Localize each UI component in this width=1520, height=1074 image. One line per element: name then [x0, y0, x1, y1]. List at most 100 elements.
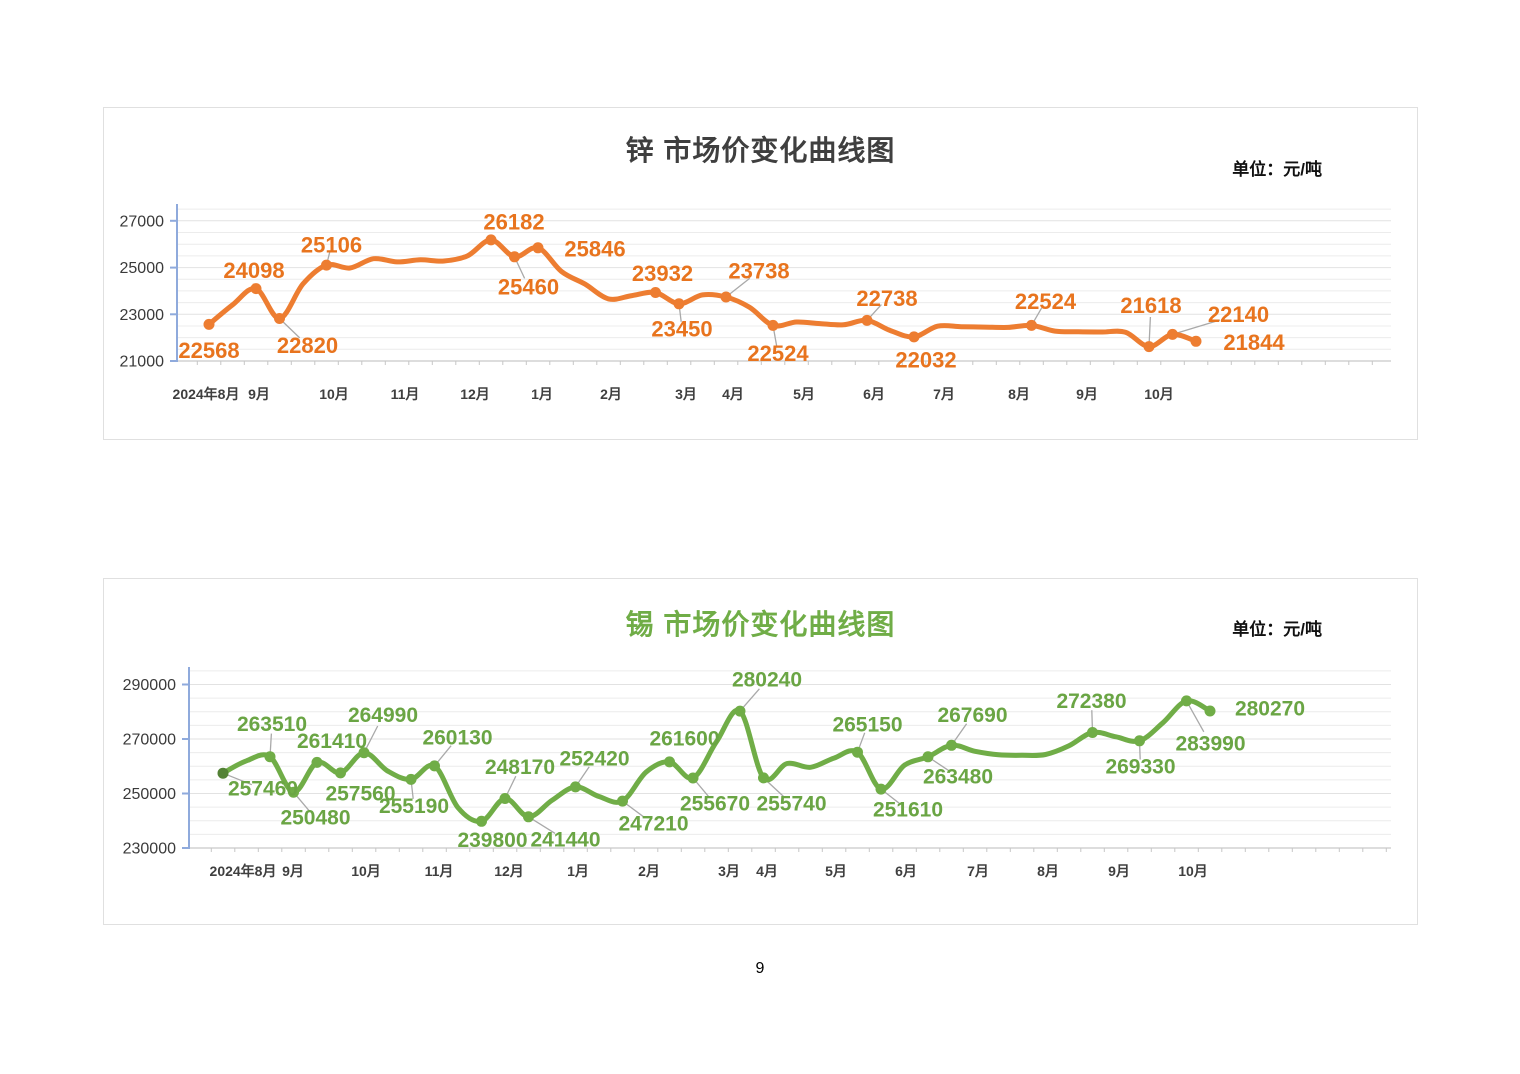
data-point-marker — [509, 251, 520, 263]
tin-line-chart: 290000 270000 250000 230000 2024年8月 9月 10月 11月 1… — [123, 667, 1391, 879]
data-point-label: 25846 — [564, 236, 625, 261]
data-point-marker — [650, 287, 661, 298]
zinc-line-chart: 27000 25000 23000 21000 2024年8月 9月 10月 11月 12月 1月… — [120, 204, 1391, 402]
data-point-marker — [1204, 705, 1216, 717]
data-point-marker — [1087, 727, 1098, 738]
label-leader-line — [1172, 319, 1221, 336]
data-point-label: 260130 — [422, 726, 492, 749]
x-axis-month-label: 1月 — [531, 386, 553, 402]
data-point-label: 23738 — [728, 259, 789, 284]
data-point-label: 265150 — [832, 714, 902, 737]
x-axis-month-label: 10月 — [1178, 863, 1208, 879]
zinc-unit-label: 单位：元/吨 — [1232, 160, 1322, 179]
data-point-label: 255670 — [680, 793, 750, 816]
data-point-marker — [852, 746, 863, 758]
x-axis-month-label: 9月 — [248, 386, 270, 402]
data-point-label: 22032 — [895, 347, 956, 372]
x-axis-month-label: 4月 — [756, 863, 778, 879]
x-axis-month-label: 2024年8月 — [210, 863, 277, 879]
data-point-label: 255740 — [756, 792, 826, 815]
data-point-marker — [203, 318, 215, 330]
data-point-label: 26182 — [483, 209, 544, 234]
data-point-marker — [1143, 341, 1155, 353]
price-series-line — [220, 698, 1213, 825]
x-axis-month-label: 9月 — [1076, 386, 1098, 402]
x-axis-month-label: 9月 — [1108, 863, 1130, 879]
data-point-marker — [720, 291, 732, 303]
data-point-marker — [321, 259, 332, 271]
data-point-label: 248170 — [485, 756, 555, 779]
data-point-label: 23932 — [632, 261, 693, 286]
x-axis-month-label: 5月 — [825, 863, 847, 879]
label-leader-line — [1185, 700, 1205, 733]
data-point-marker — [687, 772, 699, 784]
data-point-marker — [758, 772, 769, 784]
data-point-marker — [485, 234, 497, 246]
data-point-label: 22524 — [747, 341, 809, 366]
data-point-marker — [358, 747, 370, 759]
zinc-chart-title: 锌 市场价变化曲线图 — [625, 135, 896, 166]
y-axis-label: 23000 — [120, 307, 165, 324]
data-point-marker — [1026, 319, 1037, 331]
y-axis-label: 230000 — [123, 841, 176, 858]
data-point-label: 24098 — [223, 258, 284, 283]
data-point-label: 252420 — [559, 747, 629, 770]
y-axis-label: 25000 — [120, 260, 165, 277]
data-point-marker — [1134, 735, 1145, 747]
x-axis-month-label: 3月 — [718, 863, 740, 879]
x-axis-month-label: 12月 — [460, 386, 490, 402]
data-point-label: 264990 — [348, 704, 418, 727]
data-point-marker — [1167, 328, 1178, 340]
data-point-marker — [429, 760, 440, 772]
x-axis-month-label: 4月 — [722, 386, 744, 402]
data-point-label: 267690 — [937, 704, 1007, 727]
data-point-marker — [274, 313, 285, 324]
data-point-label: 241440 — [530, 828, 600, 851]
data-point-label: 25460 — [498, 274, 559, 299]
x-axis-month-label: 5月 — [793, 386, 815, 402]
y-axis-label: 290000 — [123, 677, 176, 694]
data-point-marker — [476, 815, 487, 827]
x-axis-month-label: 9月 — [282, 863, 304, 879]
x-axis-month-label: 3月 — [675, 386, 697, 402]
x-axis-month-label: 2024年8月 — [173, 386, 240, 402]
data-point-marker — [767, 319, 779, 331]
data-point-marker — [532, 242, 544, 254]
x-axis-month-label: 2月 — [638, 863, 660, 879]
data-point-label: 272380 — [1056, 690, 1126, 713]
data-point-marker — [1190, 335, 1202, 347]
data-point-label: 22820 — [277, 333, 338, 358]
data-point-label: 255190 — [379, 795, 449, 818]
data-point-label: 261410 — [297, 730, 367, 753]
data-point-marker — [250, 283, 262, 295]
data-point-marker — [405, 773, 417, 785]
x-axis-month-label: 11月 — [391, 386, 420, 402]
x-axis-month-label: 11月 — [425, 863, 454, 879]
y-axis-label: 270000 — [123, 732, 176, 749]
data-point-label: 21844 — [1223, 330, 1285, 355]
data-point-label: 283990 — [1175, 732, 1245, 755]
data-point-marker — [217, 767, 229, 779]
data-point-marker — [734, 705, 746, 717]
tin-unit-label: 单位：元/吨 — [1232, 620, 1322, 639]
data-point-marker — [288, 786, 299, 798]
data-point-label: 263480 — [923, 765, 993, 788]
data-point-marker — [617, 795, 628, 807]
x-axis-month-label: 7月 — [967, 863, 989, 879]
data-point-marker — [311, 756, 323, 768]
data-point-label: 280270 — [1235, 698, 1305, 721]
x-axis-month-label: 7月 — [933, 386, 955, 402]
data-point-marker — [922, 751, 934, 763]
data-point-label: 239800 — [457, 829, 527, 852]
data-point-marker — [664, 756, 675, 768]
data-point-label: 22140 — [1208, 302, 1269, 327]
data-point-label: 21618 — [1120, 293, 1181, 318]
data-point-label: 263510 — [237, 713, 307, 736]
data-point-marker — [908, 331, 920, 343]
x-axis-month-label: 10月 — [351, 863, 381, 879]
x-axis-month-label: 1月 — [567, 863, 589, 879]
data-point-label: 25106 — [301, 233, 362, 258]
y-axis-label: 250000 — [123, 786, 176, 803]
data-point-label: 261600 — [649, 727, 719, 750]
